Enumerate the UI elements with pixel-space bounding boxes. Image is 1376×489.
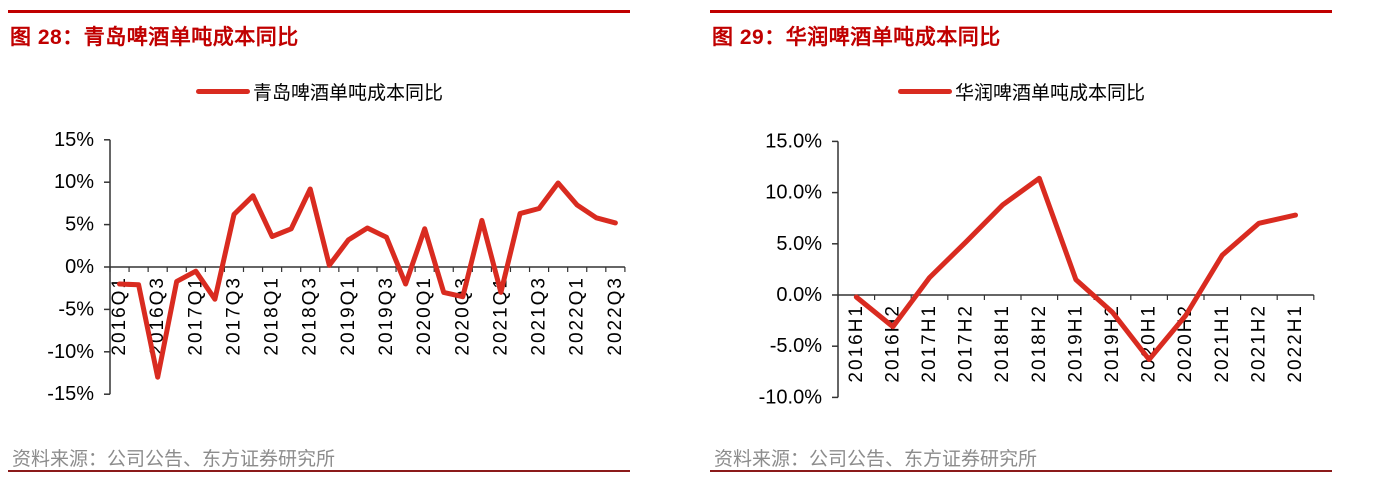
source-note: 资料来源：公司公告、东方证券研究所 — [714, 449, 1038, 470]
y-tick-label: 5% — [65, 214, 94, 236]
x-tick-label: 2016H1 — [846, 304, 867, 383]
x-tick-label: 2019Q1 — [338, 276, 359, 356]
y-tick-label: -10.0% — [759, 386, 823, 408]
legend-line-marker — [898, 88, 952, 94]
y-tick-label: -10% — [47, 341, 94, 363]
x-tick-label: 2021H1 — [1212, 304, 1233, 383]
y-tick-label: -5.0% — [770, 335, 822, 357]
series-line-1 — [853, 175, 1298, 362]
figure-29-title: 图 29：华润啤酒单吨成本同比 — [712, 26, 1001, 49]
x-tick-label: 2020Q1 — [414, 276, 435, 356]
x-tick-label: 2019Q3 — [376, 276, 397, 356]
y-tick-label: 10% — [54, 171, 94, 193]
x-tick-label: 2019H1 — [1065, 304, 1086, 383]
x-tick-label: 2018Q3 — [300, 276, 321, 356]
figure-29-legend: 华润啤酒单吨成本同比 — [898, 80, 1146, 104]
y-tick-label: 10.0% — [765, 182, 822, 204]
figure-29-top-rule — [710, 10, 1332, 13]
figure-28-legend: 青岛啤酒单吨成本同比 — [196, 80, 444, 104]
x-tick-label: 2021Q1 — [490, 276, 511, 356]
y-tick-label: -5% — [58, 298, 94, 320]
figure-29-block: 图 29：华润啤酒单吨成本同比 华润啤酒单吨成本同比 资料来源：公司公告、东方证… — [710, 0, 1332, 489]
x-tick-label: 2018H1 — [992, 304, 1013, 383]
legend-line-marker — [196, 88, 250, 94]
y-tick-label: 0.0% — [776, 284, 822, 306]
y-tick-label: 15.0% — [765, 130, 822, 152]
figure-29-bottom-rule — [710, 470, 1332, 472]
x-tick-label: 2016Q1 — [109, 276, 130, 356]
y-tick-label: 0% — [65, 256, 94, 278]
x-tick-label: 2021Q3 — [529, 276, 550, 356]
source-note: 资料来源：公司公告、东方证券研究所 — [12, 449, 336, 470]
x-tick-label: 2021H2 — [1248, 304, 1269, 383]
x-tick-label: 2017Q1 — [185, 276, 206, 356]
series-line-0 — [117, 180, 618, 380]
x-tick-label: 2016Q3 — [147, 276, 168, 356]
y-tick-label: -15% — [47, 383, 94, 405]
figure-28-bottom-rule — [8, 470, 630, 472]
figure-28-top-rule — [8, 10, 630, 13]
x-tick-label: 2017H1 — [919, 304, 940, 383]
x-tick-label: 2018H2 — [1029, 304, 1050, 383]
y-tick-label: 15% — [54, 129, 94, 151]
figure-28-block: 图 28：青岛啤酒单吨成本同比 青岛啤酒单吨成本同比 资料来源：公司公告、东方证… — [8, 0, 630, 489]
x-tick-label: 2020H1 — [1139, 304, 1160, 383]
x-tick-label: 2017H2 — [956, 304, 977, 383]
x-tick-label: 2017Q3 — [223, 276, 244, 356]
x-tick-label: 2022Q3 — [605, 276, 626, 356]
x-tick-label: 2022Q1 — [567, 276, 588, 356]
x-tick-label: 2018Q1 — [262, 276, 283, 356]
x-tick-label: 2022H1 — [1285, 304, 1306, 383]
y-tick-label: 5.0% — [776, 233, 822, 255]
legend-label: 华润啤酒单吨成本同比 — [955, 82, 1146, 104]
legend-label: 青岛啤酒单吨成本同比 — [253, 82, 444, 104]
figure-28-title: 图 28：青岛啤酒单吨成本同比 — [10, 26, 299, 49]
x-tick-label: 2019H2 — [1102, 304, 1123, 383]
